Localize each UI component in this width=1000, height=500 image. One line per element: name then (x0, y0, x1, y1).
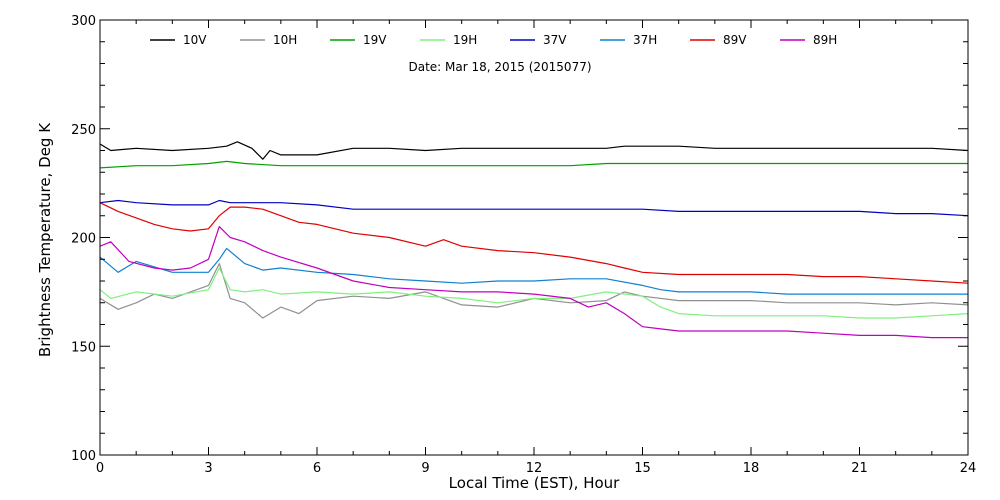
legend-label-19h: 19H (453, 33, 477, 47)
x-axis-label: Local Time (EST), Hour (449, 474, 620, 492)
tick-layer: 0 3 6 9 12 15 18 21 24 100 150 200 250 300 (71, 14, 976, 476)
y-tick-label: 300 (71, 14, 96, 29)
series-line-10v (99, 141, 969, 160)
series-layer (99, 141, 969, 339)
chart-title: Date: Mar 18, 2015 (2015077) (408, 60, 591, 74)
series-line-19v (99, 160, 968, 169)
y-tick-label: 150 (71, 340, 96, 355)
legend-label-89h: 89H (813, 33, 837, 47)
series-line-19h (99, 267, 969, 319)
legend-label-10v: 10V (183, 33, 207, 47)
x-tick-label: 3 (204, 461, 212, 476)
x-tick-label: 15 (634, 461, 651, 476)
series-line-89v (99, 202, 969, 284)
legend-label-19v: 19V (363, 33, 387, 47)
series-line-37v (99, 199, 969, 217)
x-tick-label: 24 (960, 461, 977, 476)
series-line-37h (99, 247, 968, 295)
y-tick-label: 250 (71, 123, 96, 138)
y-tick-label: 100 (71, 449, 96, 464)
y-tick-label: 200 (71, 232, 96, 247)
legend-label-37v: 37V (543, 33, 567, 47)
series-line-89h (99, 226, 968, 339)
legend-label-89v: 89V (723, 33, 747, 47)
legend-label-37h: 37H (633, 33, 657, 47)
x-tick-label: 18 (743, 461, 760, 476)
x-tick-label: 21 (851, 461, 868, 476)
x-tick-label: 6 (313, 461, 321, 476)
x-tick-label: 9 (421, 461, 429, 476)
x-tick-label: 12 (526, 461, 543, 476)
legend: 10V 10H 19V 19H 37V 37H 89V 89H (150, 33, 837, 47)
x-tick-label: 0 (96, 461, 104, 476)
legend-label-10h: 10H (273, 33, 297, 47)
series-line-10h (99, 263, 969, 319)
y-axis-label: Brightness Temperature, Deg K (36, 122, 54, 357)
